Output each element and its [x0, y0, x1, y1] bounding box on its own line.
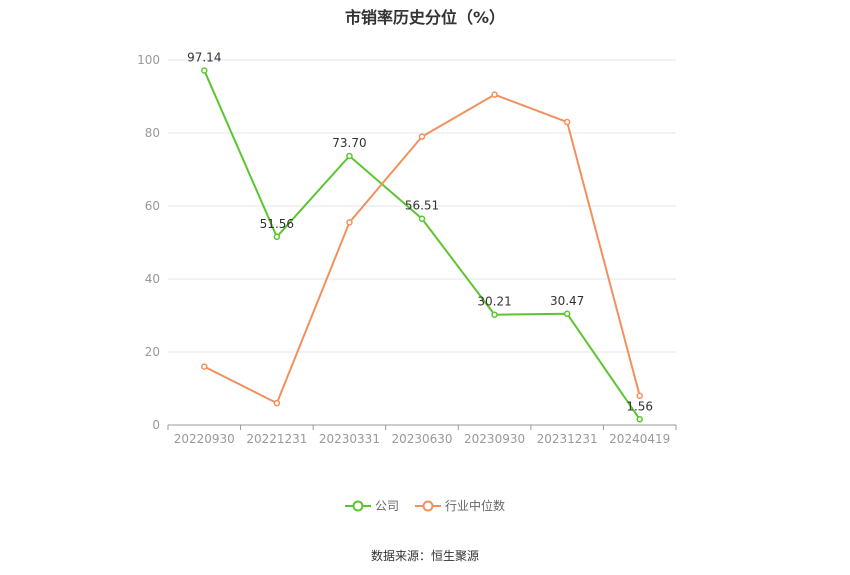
data-point: [346, 219, 353, 226]
data-point: [636, 392, 643, 400]
legend-industry-median-label: 行业中位数: [445, 499, 506, 513]
x-tick-label: 20240419: [609, 432, 670, 446]
x-tick-label: 20221231: [246, 432, 307, 446]
data-labels: 97.14 51.56 73.70 56.51 30.21 30.47 1.56: [187, 50, 653, 413]
legend-company-icon: [344, 500, 371, 511]
y-tick-label: 0: [152, 418, 160, 432]
x-tick-label: 20231231: [537, 432, 598, 446]
y-tick-label: 60: [145, 199, 160, 213]
y-tick-label: 20: [145, 345, 160, 359]
y-tick-label: 80: [145, 126, 160, 140]
x-tick-label: 20230630: [391, 432, 452, 446]
data-label: 30.21: [477, 295, 511, 309]
data-point: [201, 67, 208, 74]
data-label: 73.70: [332, 136, 366, 150]
data-label: 56.51: [405, 199, 439, 213]
y-tick-label: 40: [145, 272, 160, 286]
legend: 公司 行业中位数: [0, 497, 850, 514]
data-point: [563, 310, 571, 318]
data-label: 1.56: [626, 399, 653, 413]
data-point: [636, 416, 643, 423]
legend-item-company[interactable]: 公司: [344, 497, 399, 514]
series-lines: [201, 67, 643, 423]
data-label: 97.14: [187, 50, 221, 64]
data-point: [418, 215, 426, 222]
x-tick-label: 20230331: [319, 432, 380, 446]
data-point: [201, 363, 208, 370]
legend-industry-median-icon: [415, 500, 441, 511]
series-line: [203, 93, 641, 405]
axes: 0 20 40 60 80 100 20220930 20221231 20230331 2023…: [137, 53, 677, 446]
data-point: [563, 118, 571, 126]
legend-item-industry-median[interactable]: 行业中位数: [415, 497, 505, 514]
data-point: [491, 311, 498, 318]
chart-title: 市销率历史分位（%）: [344, 8, 506, 27]
legend-company-label: 公司: [374, 499, 399, 513]
x-tick-label: 20230930: [464, 432, 525, 446]
data-point: [418, 133, 426, 140]
data-point: [491, 91, 498, 98]
series-line: [203, 70, 641, 420]
data-point: [346, 152, 353, 160]
data-label: 30.47: [550, 294, 584, 308]
data-source: 数据来源：恒生聚源: [370, 549, 479, 563]
y-tick-label: 100: [137, 53, 160, 67]
data-point: [273, 233, 281, 241]
data-label: 51.56: [260, 217, 294, 231]
x-tick-label: 20220930: [174, 432, 235, 446]
data-point: [273, 399, 281, 407]
grid-lines: [168, 59, 676, 353]
